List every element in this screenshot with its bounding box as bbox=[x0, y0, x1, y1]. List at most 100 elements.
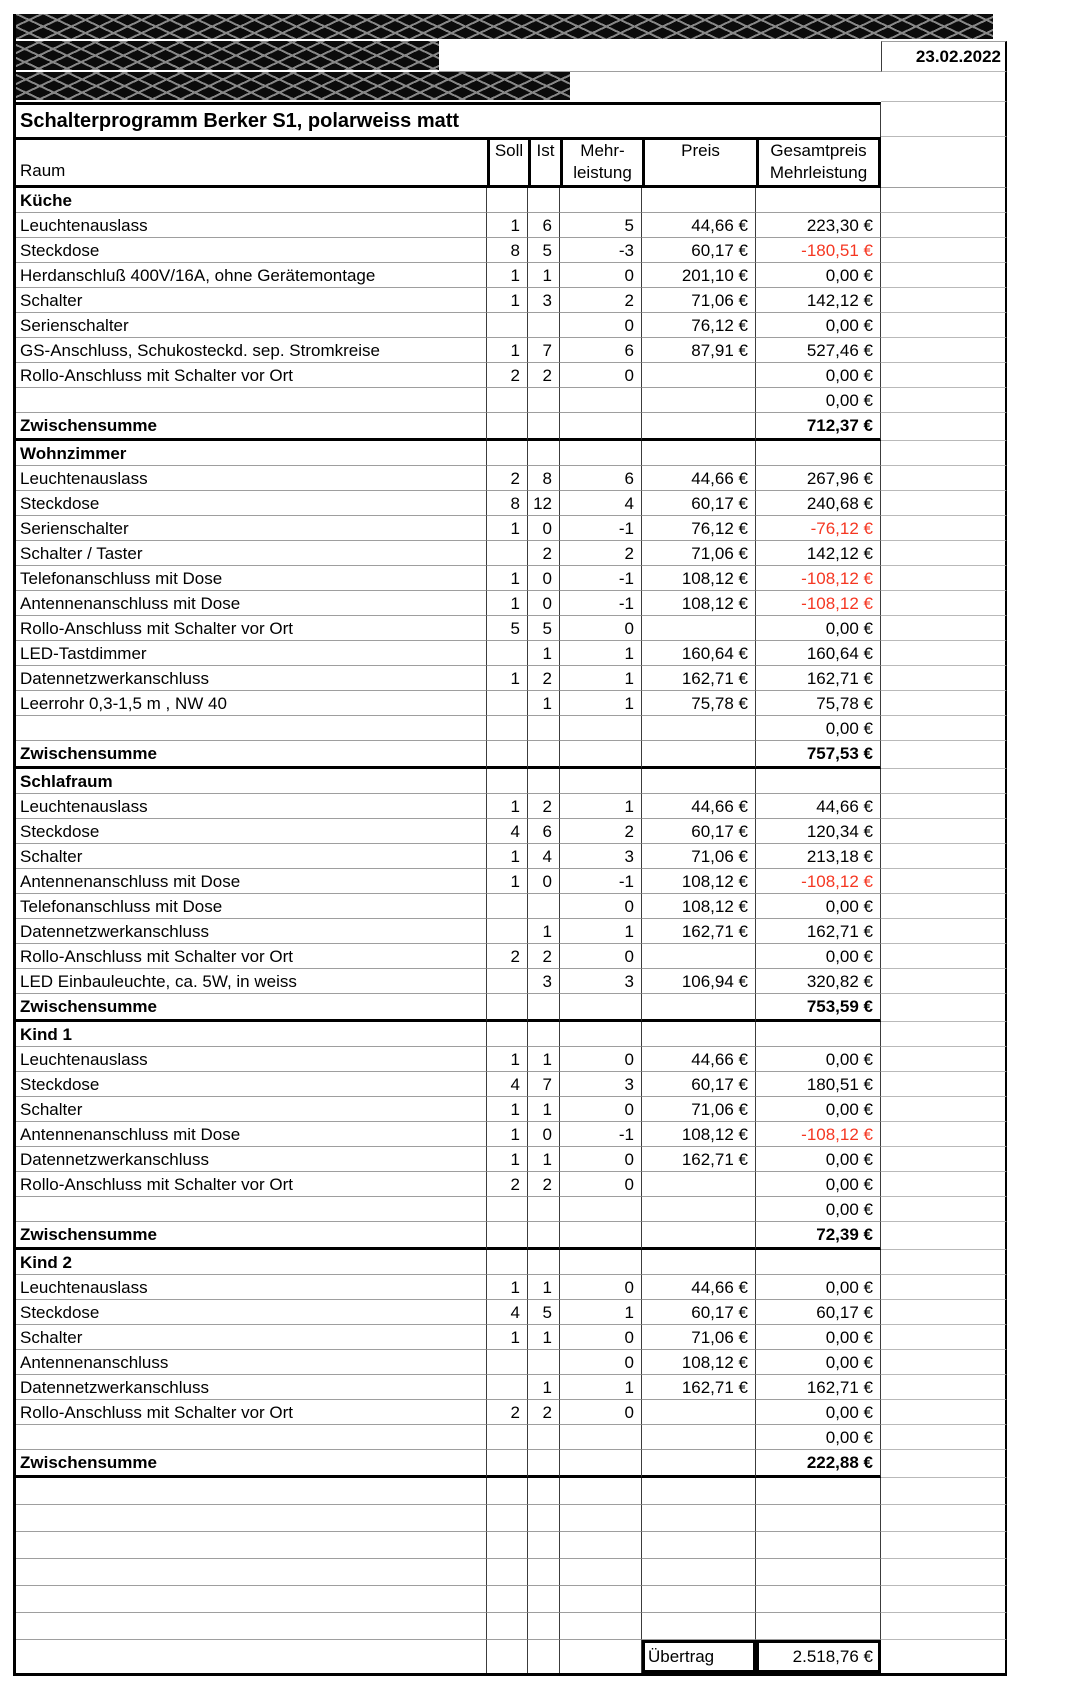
cell-raum: Steckdose bbox=[16, 491, 487, 516]
side-cell bbox=[881, 819, 1007, 844]
cell-preis: 44,66 € bbox=[642, 1275, 756, 1300]
cell-gesamtpreis bbox=[756, 1586, 881, 1613]
empty-area bbox=[570, 72, 881, 102]
cell-preis bbox=[642, 1505, 756, 1532]
item-row: Datennetzwerkanschluss 1 1 162,71 €162,71 € bbox=[16, 919, 1007, 944]
side-cell bbox=[881, 1072, 1007, 1097]
cell-soll bbox=[487, 919, 528, 944]
side-cell bbox=[881, 1047, 1007, 1072]
side-cell bbox=[881, 363, 1007, 388]
cell-raum bbox=[16, 1532, 487, 1559]
cell-gesamtpreis: 44,66 € bbox=[756, 794, 881, 819]
cell-soll: 4 bbox=[487, 1300, 528, 1325]
side-cell bbox=[881, 441, 1007, 466]
cell-mehrleistung: 0 bbox=[560, 1097, 642, 1122]
cell-soll bbox=[487, 1450, 528, 1478]
cell-ist: 1 bbox=[528, 1275, 560, 1300]
cell-preis: 108,12 € bbox=[642, 869, 756, 894]
item-row: Rollo-Anschluss mit Schalter vor Ort 2 2 0 0… bbox=[16, 1172, 1007, 1197]
corner-spacer bbox=[993, 14, 1007, 41]
cell-soll bbox=[487, 1250, 528, 1275]
cell-gesamtpreis: 120,34 € bbox=[756, 819, 881, 844]
cell-gesamtpreis: 223,30 € bbox=[756, 213, 881, 238]
item-row: Steckdose 4 5 1 60,17 €60,17 € bbox=[16, 1300, 1007, 1325]
cell-mehrleistung bbox=[560, 388, 642, 413]
cell-raum bbox=[16, 1425, 487, 1450]
col-header-gesamtpreis: Gesamtpreis Mehrleistung bbox=[756, 137, 881, 188]
cell-preis bbox=[642, 1532, 756, 1559]
cell-raum: Schalter bbox=[16, 1325, 487, 1350]
item-row: Leuchtenauslass 2 8 6 44,66 €267,96 € bbox=[16, 466, 1007, 491]
cell-gesamtpreis: 0,00 € bbox=[756, 1197, 881, 1222]
cell-ist: 2 bbox=[528, 944, 560, 969]
cell-preis: 44,66 € bbox=[642, 794, 756, 819]
cell-soll bbox=[487, 769, 528, 794]
cell-preis bbox=[642, 1172, 756, 1197]
side-cell bbox=[881, 1640, 1007, 1673]
cell-soll bbox=[487, 1505, 528, 1532]
cell-mehrleistung bbox=[560, 188, 642, 213]
cell-soll: 1 bbox=[487, 666, 528, 691]
cell-soll bbox=[487, 691, 528, 716]
cell-ist: 7 bbox=[528, 338, 560, 363]
cell-raum: Schalter bbox=[16, 288, 487, 313]
cell-soll: 2 bbox=[487, 1172, 528, 1197]
item-row: Schalter 1 1 0 71,06 €0,00 € bbox=[16, 1325, 1007, 1350]
cell-soll bbox=[487, 716, 528, 741]
cell-raum bbox=[16, 1613, 487, 1640]
cell-raum: Serienschalter bbox=[16, 516, 487, 541]
cell-mehrleistung bbox=[560, 413, 642, 441]
cell-soll bbox=[487, 1022, 528, 1047]
cell-preis bbox=[642, 188, 756, 213]
cell-soll: 1 bbox=[487, 1097, 528, 1122]
cell-ist bbox=[528, 1197, 560, 1222]
cell-ist: 6 bbox=[528, 213, 560, 238]
empty-row bbox=[16, 1478, 1007, 1505]
side-cell bbox=[881, 1425, 1007, 1450]
uebertrag-row: Übertrag 2.518,76 € bbox=[16, 1640, 1007, 1673]
cell-preis bbox=[642, 1022, 756, 1047]
cell-soll bbox=[487, 413, 528, 441]
cell-soll bbox=[487, 1222, 528, 1250]
cell-preis: 108,12 € bbox=[642, 1350, 756, 1375]
cell-ist bbox=[528, 894, 560, 919]
cell-gesamtpreis: 160,64 € bbox=[756, 641, 881, 666]
cell-soll: 8 bbox=[487, 491, 528, 516]
cell-preis bbox=[642, 1478, 756, 1505]
side-cell bbox=[881, 691, 1007, 716]
cell-ist: 3 bbox=[528, 969, 560, 994]
cell-mehrleistung: 0 bbox=[560, 944, 642, 969]
cell-soll: 1 bbox=[487, 794, 528, 819]
cell-ist: 5 bbox=[528, 616, 560, 641]
cell-raum: Schalter bbox=[16, 844, 487, 869]
cell-preis: 60,17 € bbox=[642, 1072, 756, 1097]
cell-gesamtpreis: 527,46 € bbox=[756, 338, 881, 363]
cell-ist: 2 bbox=[528, 1400, 560, 1425]
cell-ist bbox=[528, 413, 560, 441]
side-cell bbox=[881, 213, 1007, 238]
cell-gesamtpreis: 222,88 € bbox=[756, 1450, 881, 1478]
cell-mehrleistung: 0 bbox=[560, 1172, 642, 1197]
cell-raum: Datennetzwerkanschluss bbox=[16, 666, 487, 691]
cell-gesamtpreis: -108,12 € bbox=[756, 566, 881, 591]
cell-soll: 2 bbox=[487, 466, 528, 491]
item-row: Leerrohr 0,3-1,5 m , NW 40 1 1 75,78 €75,78… bbox=[16, 691, 1007, 716]
item-row: Leuchtenauslass 1 2 1 44,66 €44,66 € bbox=[16, 794, 1007, 819]
cell-ist bbox=[528, 1559, 560, 1586]
cell-raum: Schalter bbox=[16, 1097, 487, 1122]
cell-ist bbox=[528, 1640, 560, 1673]
cell-gesamtpreis: 0,00 € bbox=[756, 1350, 881, 1375]
cell-raum: Steckdose bbox=[16, 819, 487, 844]
section-header-row: Küche bbox=[16, 188, 1007, 213]
cell-raum: Leuchtenauslass bbox=[16, 794, 487, 819]
cell-gesamtpreis bbox=[756, 1532, 881, 1559]
cell-ist bbox=[528, 188, 560, 213]
cell-raum: Datennetzwerkanschluss bbox=[16, 919, 487, 944]
cell-preis: 60,17 € bbox=[642, 238, 756, 263]
cell-mehrleistung: 2 bbox=[560, 819, 642, 844]
cell-soll bbox=[487, 1478, 528, 1505]
cell-raum: Antennenanschluss mit Dose bbox=[16, 869, 487, 894]
cell-mehrleistung: 6 bbox=[560, 338, 642, 363]
cell-gesamtpreis: 75,78 € bbox=[756, 691, 881, 716]
cell-soll: 1 bbox=[487, 1325, 528, 1350]
